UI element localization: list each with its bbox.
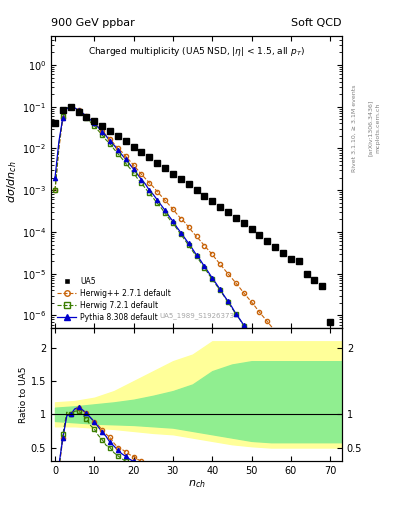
Text: 900 GeV ppbar: 900 GeV ppbar — [51, 18, 135, 28]
Y-axis label: Ratio to UA5: Ratio to UA5 — [19, 366, 28, 422]
Y-axis label: $d\sigma/dn_{ch}$: $d\sigma/dn_{ch}$ — [6, 161, 19, 203]
Text: mcplots.cern.ch: mcplots.cern.ch — [375, 103, 380, 153]
Text: UA5_1989_S1926373: UA5_1989_S1926373 — [159, 312, 234, 319]
Text: Charged multiplicity (UA5 NSD, $|\eta|$ < 1.5, all $p_T$): Charged multiplicity (UA5 NSD, $|\eta|$ … — [88, 45, 305, 58]
X-axis label: $n_{ch}$: $n_{ch}$ — [187, 478, 206, 490]
Text: Rivet 3.1.10, ≥ 3.1M events: Rivet 3.1.10, ≥ 3.1M events — [352, 84, 357, 172]
Legend: UA5, Herwig++ 2.7.1 default, Herwig 7.2.1 default, Pythia 8.308 default: UA5, Herwig++ 2.7.1 default, Herwig 7.2.… — [55, 274, 173, 324]
Text: Soft QCD: Soft QCD — [292, 18, 342, 28]
Text: [arXiv:1306.3436]: [arXiv:1306.3436] — [367, 100, 373, 156]
